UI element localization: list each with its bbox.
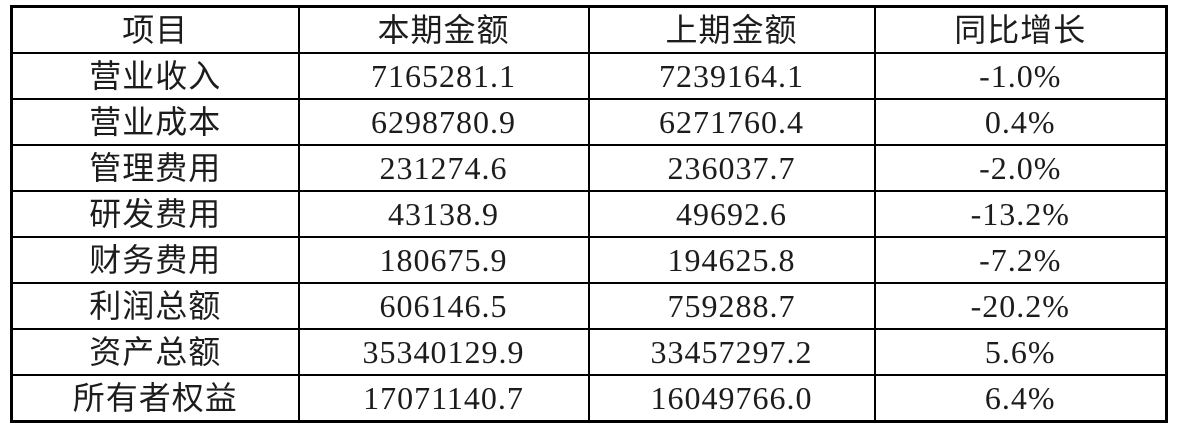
table-row-owners-equity: 所有者权益 17071140.7 16049766.0 6.4% bbox=[10, 374, 1168, 423]
growth-cell: 0.4% bbox=[873, 98, 1168, 146]
previous-amount-cell: 16049766.0 bbox=[587, 374, 876, 423]
growth-cell: -7.2% bbox=[873, 236, 1168, 284]
growth-cell: -1.0% bbox=[873, 52, 1168, 100]
row-label: 所有者权益 bbox=[10, 374, 300, 423]
growth-cell: -13.2% bbox=[873, 190, 1168, 238]
row-label: 管理费用 bbox=[10, 144, 300, 192]
row-label: 营业收入 bbox=[10, 52, 300, 100]
column-header-current-amount: 本期金额 bbox=[297, 5, 590, 54]
current-amount-cell: 6298780.9 bbox=[297, 98, 590, 146]
previous-amount-cell: 7239164.1 bbox=[587, 52, 876, 100]
previous-amount-cell: 6271760.4 bbox=[587, 98, 876, 146]
column-header-item: 项目 bbox=[10, 5, 300, 54]
previous-amount-cell: 759288.7 bbox=[587, 282, 876, 330]
growth-cell: -20.2% bbox=[873, 282, 1168, 330]
current-amount-cell: 35340129.9 bbox=[297, 328, 590, 376]
previous-amount-cell: 194625.8 bbox=[587, 236, 876, 284]
current-amount-cell: 17071140.7 bbox=[297, 374, 590, 423]
table-row-admin-expense: 管理费用 231274.6 236037.7 -2.0% bbox=[10, 144, 1168, 192]
current-amount-cell: 606146.5 bbox=[297, 282, 590, 330]
row-label: 研发费用 bbox=[10, 190, 300, 238]
current-amount-cell: 43138.9 bbox=[297, 190, 590, 238]
previous-amount-cell: 236037.7 bbox=[587, 144, 876, 192]
growth-cell: 6.4% bbox=[873, 374, 1168, 423]
column-header-yoy-growth: 同比增长 bbox=[873, 5, 1168, 54]
current-amount-cell: 7165281.1 bbox=[297, 52, 590, 100]
table-row-operating-revenue: 营业收入 7165281.1 7239164.1 -1.0% bbox=[10, 52, 1168, 100]
table-row-finance-expense: 财务费用 180675.9 194625.8 -7.2% bbox=[10, 236, 1168, 284]
row-label: 财务费用 bbox=[10, 236, 300, 284]
previous-amount-cell: 49692.6 bbox=[587, 190, 876, 238]
table-row-total-profit: 利润总额 606146.5 759288.7 -20.2% bbox=[10, 282, 1168, 330]
row-label: 利润总额 bbox=[10, 282, 300, 330]
row-label: 营业成本 bbox=[10, 98, 300, 146]
financial-summary-table: 项目 本期金额 上期金额 同比增长 营业收入 7165281.1 7239164… bbox=[10, 5, 1168, 423]
column-header-previous-amount: 上期金额 bbox=[587, 5, 876, 54]
header-row: 项目 本期金额 上期金额 同比增长 bbox=[10, 5, 1168, 54]
current-amount-cell: 180675.9 bbox=[297, 236, 590, 284]
current-amount-cell: 231274.6 bbox=[297, 144, 590, 192]
table-row-total-assets: 资产总额 35340129.9 33457297.2 5.6% bbox=[10, 328, 1168, 376]
table-row-operating-cost: 营业成本 6298780.9 6271760.4 0.4% bbox=[10, 98, 1168, 146]
growth-cell: 5.6% bbox=[873, 328, 1168, 376]
table-row-rnd-expense: 研发费用 43138.9 49692.6 -13.2% bbox=[10, 190, 1168, 238]
previous-amount-cell: 33457297.2 bbox=[587, 328, 876, 376]
row-label: 资产总额 bbox=[10, 328, 300, 376]
growth-cell: -2.0% bbox=[873, 144, 1168, 192]
